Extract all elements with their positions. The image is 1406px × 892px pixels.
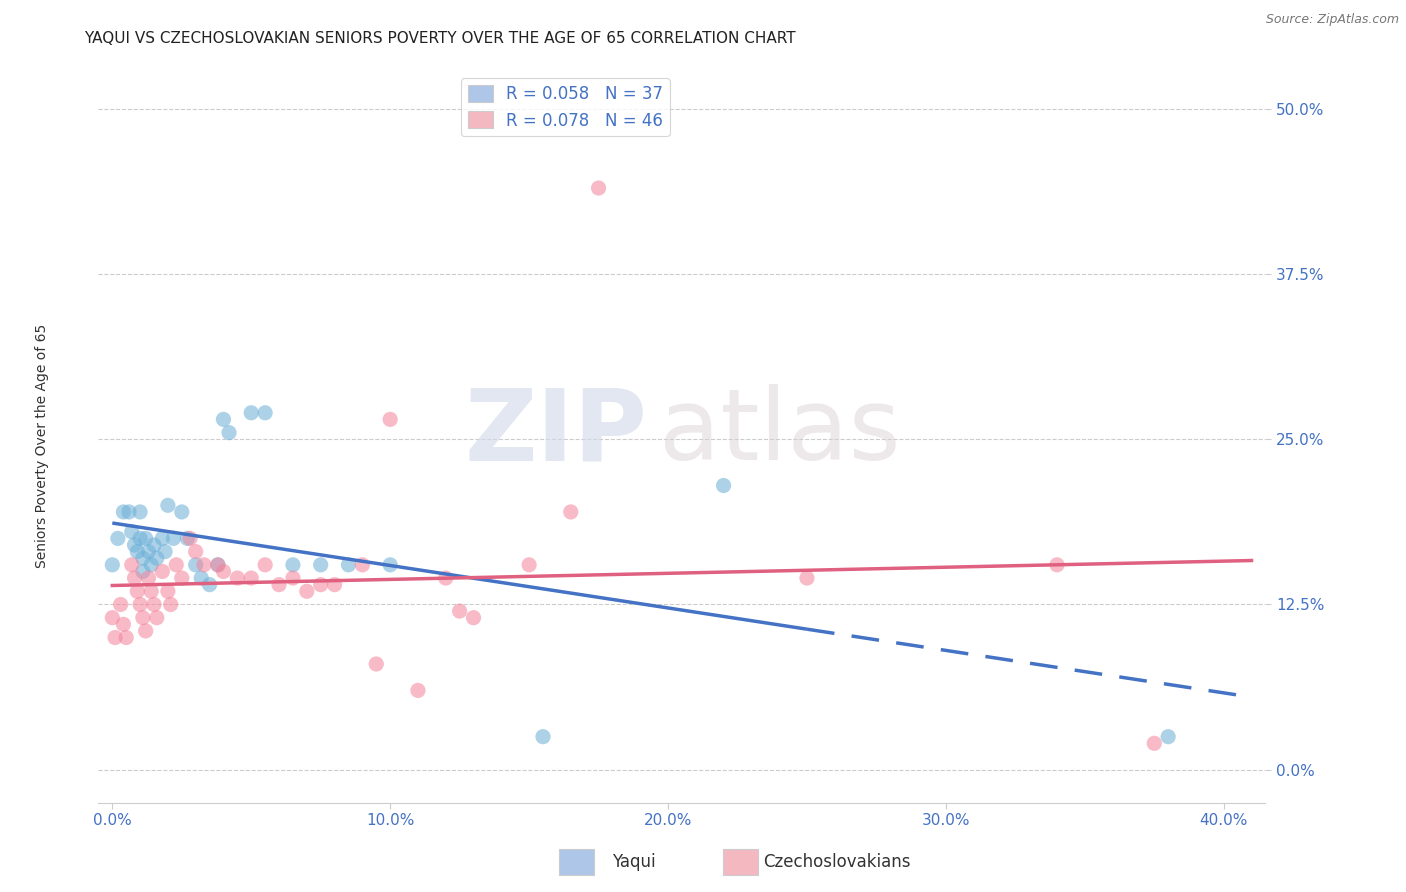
Text: YAQUI VS CZECHOSLOVAKIAN SENIORS POVERTY OVER THE AGE OF 65 CORRELATION CHART: YAQUI VS CZECHOSLOVAKIAN SENIORS POVERTY… <box>84 31 796 46</box>
Point <box>170 571 193 585</box>
Bar <box>560 848 595 875</box>
Text: Czechoslovakians: Czechoslovakians <box>763 853 911 871</box>
Point <box>170 505 193 519</box>
Point <box>207 558 229 572</box>
Point <box>132 565 155 579</box>
Point <box>112 505 135 519</box>
Point <box>323 577 346 591</box>
Point <box>295 584 318 599</box>
Text: Seniors Poverty Over the Age of 65: Seniors Poverty Over the Age of 65 <box>35 324 49 568</box>
Point <box>135 624 157 638</box>
Point <box>127 584 149 599</box>
Point <box>713 478 735 492</box>
Point <box>153 544 176 558</box>
Point <box>110 598 132 612</box>
Point <box>138 571 160 585</box>
Point <box>132 551 155 566</box>
Point <box>1046 558 1069 572</box>
Point <box>1157 730 1180 744</box>
Point <box>190 571 212 585</box>
Point <box>143 598 166 612</box>
Point <box>107 532 129 546</box>
Point <box>124 571 146 585</box>
Point <box>184 558 207 572</box>
Point <box>240 571 263 585</box>
Point <box>212 412 235 426</box>
Point <box>281 558 304 572</box>
Bar <box>723 848 758 875</box>
Point <box>198 577 221 591</box>
Point <box>309 558 332 572</box>
Point <box>101 611 124 625</box>
Point <box>138 544 160 558</box>
Text: ZIP: ZIP <box>464 384 647 481</box>
Point <box>380 412 402 426</box>
Point <box>226 571 249 585</box>
Point <box>240 406 263 420</box>
Point <box>380 558 402 572</box>
Point <box>449 604 471 618</box>
Point <box>112 617 135 632</box>
Point <box>352 558 374 572</box>
Point <box>156 499 179 513</box>
Point <box>129 505 152 519</box>
Point <box>115 631 138 645</box>
Point <box>129 598 152 612</box>
Point <box>366 657 388 671</box>
Point <box>796 571 818 585</box>
Point <box>141 584 163 599</box>
Point <box>165 558 187 572</box>
Point <box>560 505 582 519</box>
Point <box>531 730 554 744</box>
Point <box>434 571 457 585</box>
Point <box>135 532 157 546</box>
Point <box>184 544 207 558</box>
Point <box>517 558 540 572</box>
Point <box>176 532 198 546</box>
Point <box>127 544 149 558</box>
Point <box>150 565 173 579</box>
Point <box>141 558 163 572</box>
Point <box>254 406 277 420</box>
Point <box>101 558 124 572</box>
Point <box>118 505 141 519</box>
Point <box>463 611 485 625</box>
Point <box>159 598 181 612</box>
Point <box>132 611 155 625</box>
Point <box>267 577 290 591</box>
Text: Source: ZipAtlas.com: Source: ZipAtlas.com <box>1265 13 1399 27</box>
Point <box>129 532 152 546</box>
Point <box>162 532 184 546</box>
Point <box>212 565 235 579</box>
Point <box>150 532 173 546</box>
Point <box>146 551 169 566</box>
Point <box>104 631 127 645</box>
Point <box>124 538 146 552</box>
Point <box>1143 736 1166 750</box>
Point <box>207 558 229 572</box>
Point <box>588 181 610 195</box>
Point <box>179 532 201 546</box>
Legend: R = 0.058   N = 37, R = 0.078   N = 46: R = 0.058 N = 37, R = 0.078 N = 46 <box>461 78 669 136</box>
Point <box>146 611 169 625</box>
Text: atlas: atlas <box>658 384 900 481</box>
Point <box>156 584 179 599</box>
Point <box>309 577 332 591</box>
Point <box>121 558 143 572</box>
Point <box>254 558 277 572</box>
Point <box>218 425 240 440</box>
Point <box>406 683 429 698</box>
Point <box>337 558 360 572</box>
Point <box>143 538 166 552</box>
Point <box>193 558 215 572</box>
Text: Yaqui: Yaqui <box>612 853 655 871</box>
Point <box>121 524 143 539</box>
Point <box>281 571 304 585</box>
